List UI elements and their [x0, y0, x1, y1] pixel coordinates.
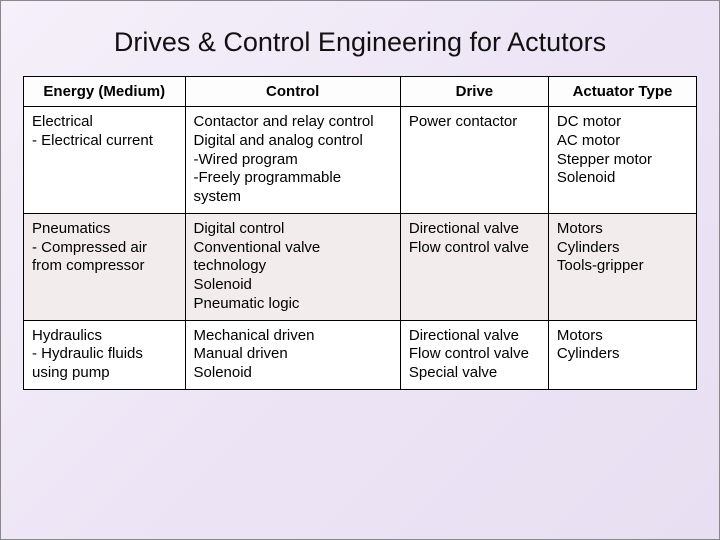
slide: Drives & Control Engineering for Actutor… [0, 0, 720, 540]
table-row: Pneumatics - Compressed air from compres… [24, 213, 697, 320]
cell-actuator: DC motor AC motor Stepper motor Solenoid [548, 107, 696, 214]
drives-table: Energy (Medium) Control Drive Actuator T… [23, 76, 697, 390]
col-header-drive: Drive [400, 77, 548, 107]
cell-actuator: Motors Cylinders Tools-gripper [548, 213, 696, 320]
table-row: Electrical - Electrical current Contacto… [24, 107, 697, 214]
cell-drive: Directional valve Flow control valve Spe… [400, 320, 548, 389]
cell-drive: Directional valve Flow control valve [400, 213, 548, 320]
table-header-row: Energy (Medium) Control Drive Actuator T… [24, 77, 697, 107]
table-row: Hydraulics - Hydraulic fluids using pump… [24, 320, 697, 389]
cell-actuator: Motors Cylinders [548, 320, 696, 389]
slide-title: Drives & Control Engineering for Actutor… [23, 27, 697, 58]
cell-control: Digital control Conventional valve techn… [185, 213, 400, 320]
cell-drive: Power contactor [400, 107, 548, 214]
cell-control: Mechanical driven Manual driven Solenoid [185, 320, 400, 389]
cell-energy: Electrical - Electrical current [24, 107, 186, 214]
cell-energy: Hydraulics - Hydraulic fluids using pump [24, 320, 186, 389]
col-header-control: Control [185, 77, 400, 107]
cell-control: Contactor and relay control Digital and … [185, 107, 400, 214]
col-header-energy: Energy (Medium) [24, 77, 186, 107]
cell-energy: Pneumatics - Compressed air from compres… [24, 213, 186, 320]
col-header-actuator: Actuator Type [548, 77, 696, 107]
